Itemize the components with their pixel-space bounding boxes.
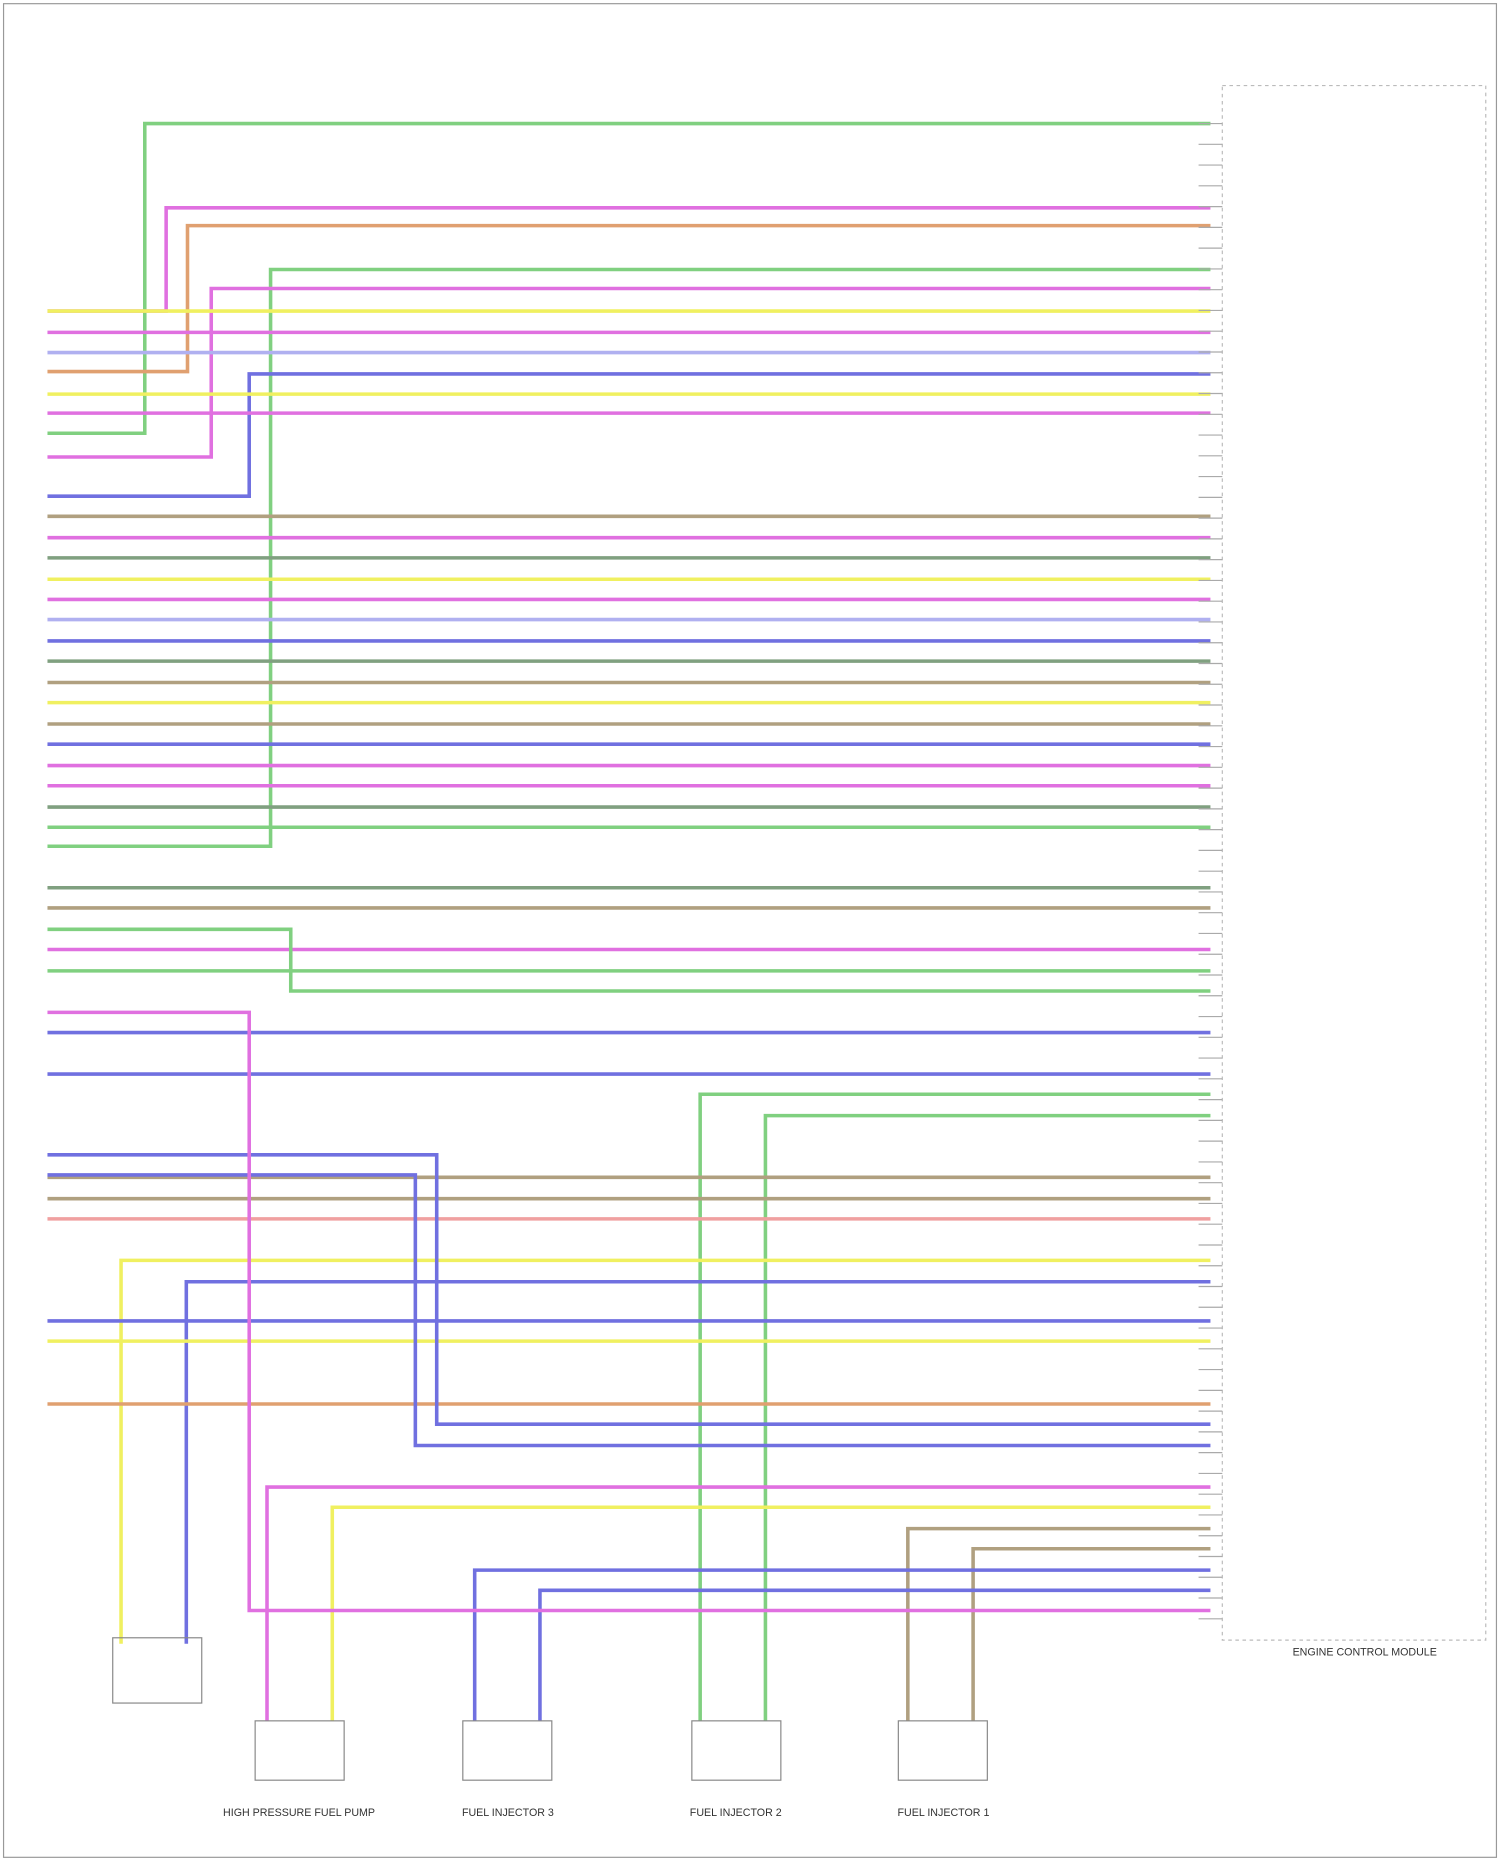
component-box — [254, 1720, 345, 1781]
wire — [763, 1113, 1211, 1721]
wire — [47, 1153, 1211, 1426]
component-label: HIGH PRESSURE FUEL PUMP — [223, 1807, 375, 1819]
module-outline — [1221, 84, 1487, 1641]
component-label: FUEL INJECTOR 3 — [462, 1807, 554, 1819]
wire — [971, 1546, 1211, 1721]
wires — [47, 121, 1223, 1721]
wire — [906, 1526, 1211, 1721]
wire — [47, 286, 1211, 459]
component-label: FUEL INJECTOR 2 — [690, 1807, 782, 1819]
sensor — [112, 1637, 203, 1704]
component-label: FUEL INJECTOR 1 — [897, 1807, 989, 1819]
component-box — [462, 1720, 553, 1781]
wire — [47, 927, 1211, 993]
wire — [47, 372, 1211, 498]
wire — [330, 1505, 1211, 1721]
wire — [538, 1588, 1211, 1721]
component-box — [897, 1720, 988, 1781]
wire — [47, 223, 1211, 374]
wire — [47, 206, 1211, 313]
frame — [2, 3, 1498, 1858]
wire — [47, 1173, 1211, 1448]
component-box — [691, 1720, 782, 1781]
wire — [47, 1010, 1211, 1613]
wire — [265, 1485, 1211, 1721]
wire — [472, 1568, 1211, 1721]
wire — [184, 1279, 1211, 1644]
wire — [698, 1092, 1211, 1721]
wire — [47, 121, 1211, 436]
module-label: ENGINE CONTROL MODULE — [1293, 1647, 1437, 1659]
wire — [119, 1258, 1211, 1644]
